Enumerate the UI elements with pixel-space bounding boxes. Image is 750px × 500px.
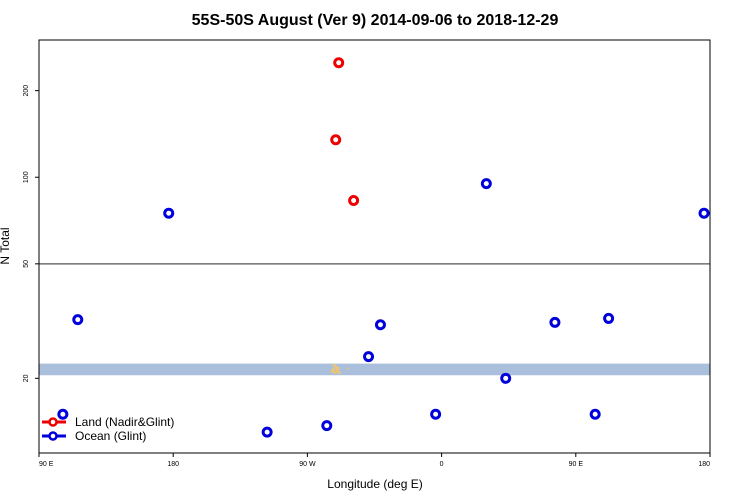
y-tick-label-2: 100 <box>23 171 30 183</box>
x-tick-label-2: 90 W <box>299 461 316 468</box>
legend-label-0: Land (Nadir&Glint) <box>75 415 174 429</box>
shaded-band <box>39 363 710 376</box>
legend-marker-0 <box>48 417 58 427</box>
point-0-0 <box>333 57 345 69</box>
band-mark-5 <box>330 369 334 374</box>
plot-frame <box>38 39 711 454</box>
x-tick-label-1: 180 <box>167 461 179 468</box>
y-axis-label: N Total <box>0 227 12 264</box>
point-0-1 <box>330 134 342 146</box>
point-1-8 <box>480 178 492 190</box>
x-tick-label-5: 180 <box>698 461 710 468</box>
point-1-10 <box>549 316 561 328</box>
y-axis-ticks: 20 50 100 200 <box>23 85 39 382</box>
chart-title: 55S-50S August (Ver 9) 2014-09-06 to 201… <box>192 12 559 29</box>
legend: Land (Nadir&Glint)Ocean (Glint) <box>42 415 174 443</box>
x-tick-label-4: 90 E <box>569 461 584 468</box>
band-mark-0 <box>332 363 336 368</box>
point-1-3 <box>261 426 273 438</box>
x-tick-label-0: 90 E <box>39 461 54 468</box>
band-mark-6 <box>336 366 340 371</box>
point-1-4 <box>321 420 333 432</box>
x-axis-label: Longitude (deg E) <box>327 477 422 491</box>
legend-marker-1 <box>48 431 58 441</box>
band-mark-extra <box>346 367 349 370</box>
band-mark-4 <box>333 370 337 375</box>
band-mark-7 <box>337 370 341 375</box>
point-0-2 <box>348 195 360 207</box>
y-tick-label-0: 20 <box>23 374 30 382</box>
cluster-marks <box>330 363 349 375</box>
point-1-13 <box>698 207 710 219</box>
x-axis-ticks: 90 E 180 90 W 0 90 E 180 <box>38 453 711 468</box>
y-tick-label-3: 200 <box>23 85 30 97</box>
point-1-11 <box>589 408 601 420</box>
legend-label-1: Ocean (Glint) <box>75 429 146 443</box>
data-points <box>57 57 710 438</box>
point-1-12 <box>603 312 615 324</box>
x-tick-label-3: 0 <box>440 461 444 468</box>
y-tick-label-1: 50 <box>23 260 30 268</box>
point-1-2 <box>163 207 175 219</box>
point-1-6 <box>374 319 386 331</box>
point-1-7 <box>430 408 442 420</box>
point-1-0 <box>57 408 69 420</box>
point-1-1 <box>72 314 84 326</box>
point-1-5 <box>363 351 375 363</box>
point-1-9 <box>500 372 512 384</box>
